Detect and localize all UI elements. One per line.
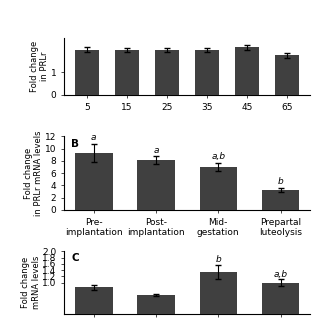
Bar (137, 295, 175, 314)
Bar (235, 47, 259, 95)
Bar (155, 50, 179, 95)
Text: B: B (71, 139, 79, 149)
Y-axis label: Fold change
mRNA levels: Fold change mRNA levels (21, 256, 41, 309)
Text: a: a (91, 133, 97, 142)
Text: a: a (153, 146, 159, 155)
Y-axis label: Fold change
in PRLr mRNA levels: Fold change in PRLr mRNA levels (24, 131, 44, 216)
Text: C: C (71, 253, 79, 263)
Bar (75, 50, 99, 95)
Bar (195, 50, 219, 95)
Bar (200, 272, 237, 314)
Y-axis label: Fold change
in PRLr: Fold change in PRLr (30, 41, 49, 92)
Bar (75, 287, 113, 314)
Bar (262, 283, 299, 314)
Bar (275, 55, 299, 95)
Bar (262, 190, 299, 210)
Bar (115, 50, 139, 95)
Bar (75, 153, 113, 210)
Text: b: b (215, 255, 221, 264)
Bar (137, 160, 175, 210)
Text: b: b (278, 177, 284, 186)
Bar (200, 167, 237, 210)
Text: a,b: a,b (211, 152, 225, 161)
Text: a,b: a,b (274, 269, 288, 278)
